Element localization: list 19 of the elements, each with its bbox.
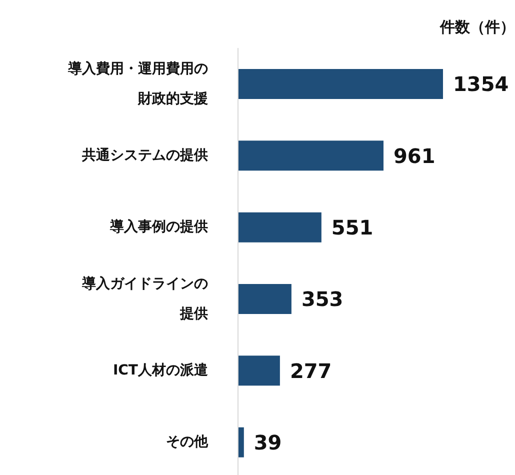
y-tick-label: 導入ガイドラインの提供	[81, 274, 208, 322]
data-label: 551	[331, 215, 374, 240]
bar	[238, 140, 384, 171]
y-tick-label: 導入費用・運用費用の財政的支援	[67, 60, 208, 107]
y-tick-label: 共通システムの提供	[81, 146, 208, 164]
bar	[238, 212, 322, 242]
data-label: 1354	[453, 72, 509, 96]
data-label: 353	[301, 287, 344, 312]
data-label: 961	[394, 144, 436, 168]
bar	[238, 356, 280, 386]
y-tick-label: 導入事例の提供	[109, 218, 208, 236]
x-axis-title: 件数（件）	[440, 18, 515, 37]
bar	[238, 69, 443, 99]
y-tick-label: その他	[166, 434, 209, 450]
data-label: 39	[254, 430, 282, 454]
bar	[238, 427, 244, 458]
data-label: 277	[290, 358, 332, 383]
y-tick-label: ICT人材の派遣	[112, 362, 209, 378]
bar	[238, 284, 292, 314]
